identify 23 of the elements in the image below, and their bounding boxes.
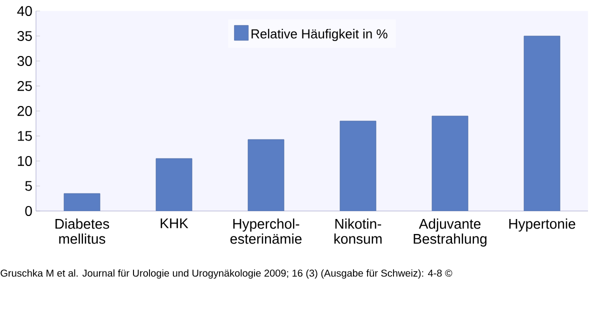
text: Gruschka M et al. Journal für Urologie und Urogynäkologie 2009; 16 (3) (Ausgabe für Schweiz): 4-8 © (0, 269, 452, 279)
x-tick-label: Hyperchol-esterinämie (230, 218, 302, 244)
bar (64, 193, 100, 211)
bar (248, 139, 284, 211)
y-tick-label: 35 (17, 31, 32, 41)
y-tick-label: 0 (25, 206, 32, 216)
y-tick-label: 30 (17, 56, 32, 66)
bar (432, 116, 468, 211)
x-tick-label: Hypertonie (509, 218, 576, 232)
x-tick-label: Diabetes mellitus (56, 218, 110, 244)
y-tick-label: 5 (25, 181, 32, 191)
legend-label: Relative Häufigkeit in % (252, 28, 388, 42)
y-tick-label: 20 (18, 106, 32, 116)
bar (524, 36, 560, 211)
y-tick-label: 25 (18, 81, 32, 91)
bar (156, 158, 192, 211)
y-tick-label: 40 (17, 6, 32, 16)
x-tick-label: Adjuvante Bestrahlung (414, 218, 486, 247)
y-tick-label: 15 (18, 131, 32, 141)
y-tick-label: 10 (18, 156, 32, 166)
x-tick-label: Nikotin-konsum (334, 218, 382, 244)
x-tick-label: KHK (160, 218, 188, 228)
bar (340, 120, 376, 211)
